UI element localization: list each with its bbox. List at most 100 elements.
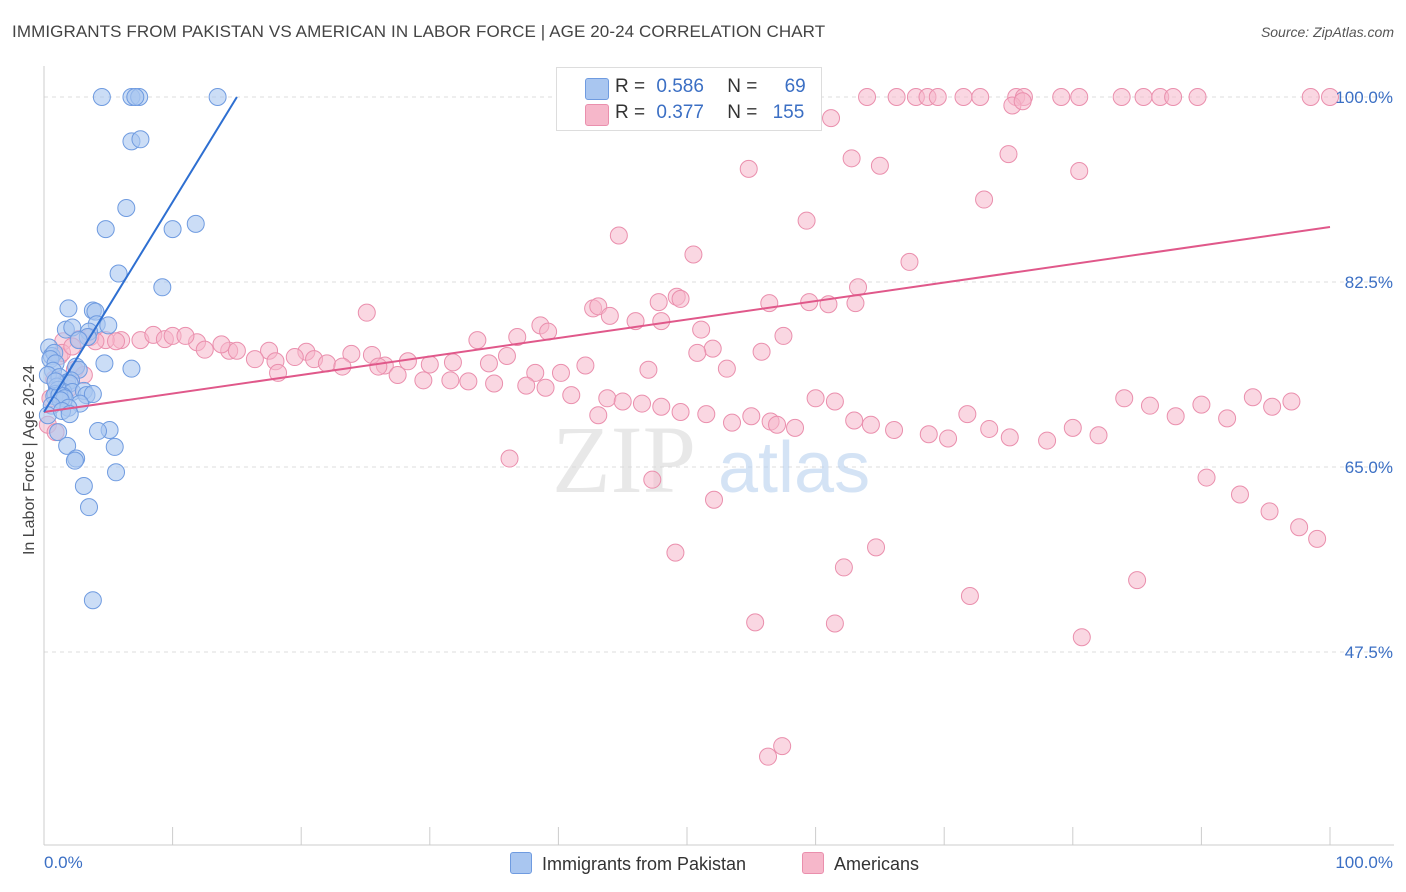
americans-point: [526, 363, 545, 382]
americans-point: [723, 413, 742, 432]
x-tick-label: 0.0%: [44, 853, 83, 872]
axes: [43, 66, 1394, 846]
americans-point: [825, 614, 844, 633]
americans-point: [285, 348, 304, 367]
americans-point: [1188, 88, 1207, 106]
americans-point: [369, 357, 388, 376]
americans-point: [551, 363, 570, 382]
americans-point: [717, 359, 736, 378]
americans-point: [333, 357, 352, 376]
americans-point: [1260, 502, 1279, 521]
americans-point: [1128, 571, 1147, 590]
americans-point: [1218, 409, 1237, 428]
americans-point: [1308, 529, 1327, 548]
americans-point: [652, 312, 671, 331]
pakistan-point: [80, 498, 99, 517]
pakistan-point: [92, 88, 111, 106]
americans-point: [517, 376, 536, 395]
pakistan-point: [163, 220, 182, 239]
n-label: N =: [727, 76, 758, 97]
americans-point: [652, 397, 671, 416]
americans-point: [245, 350, 264, 369]
americans-point: [703, 339, 722, 358]
n-value: 69: [784, 76, 806, 97]
americans-point: [1115, 389, 1134, 408]
americans-point: [609, 226, 628, 245]
americans-point: [1070, 88, 1089, 106]
n-value: 155: [772, 102, 805, 123]
americans-point: [960, 586, 979, 605]
americans-point: [1301, 88, 1320, 106]
americans-point: [468, 331, 487, 350]
americans-point: [692, 320, 711, 339]
pakistan-point: [109, 264, 128, 283]
americans-point: [539, 322, 558, 341]
americans-point: [1321, 88, 1339, 106]
americans-point: [671, 289, 690, 308]
americans-point: [600, 306, 619, 325]
americans-point: [107, 332, 126, 351]
americans-point: [752, 342, 771, 361]
pakistan-point: [126, 88, 145, 106]
americans-point: [1052, 88, 1071, 106]
americans-point: [562, 386, 581, 405]
y-tick-label: 65.0%: [1345, 458, 1393, 477]
americans-point: [705, 490, 724, 509]
pakistan-trend-line: [43, 96, 238, 413]
americans-point: [1282, 392, 1301, 411]
pakistan-point: [83, 385, 102, 404]
americans-point: [576, 356, 595, 375]
americans-point: [786, 418, 805, 437]
pakistan-point: [208, 88, 227, 106]
legend-swatch-pink: [585, 104, 609, 126]
americans-point: [441, 371, 460, 390]
americans-point: [928, 88, 947, 106]
americans-point: [508, 327, 527, 346]
americans-point: [746, 613, 765, 632]
legend-swatch-blue: [510, 852, 532, 874]
americans-point: [834, 558, 853, 577]
y-tick-label: 47.5%: [1345, 643, 1393, 662]
americans-point: [759, 747, 778, 766]
americans-point: [1263, 397, 1282, 416]
tick-labels: 47.5% 65.0% 82.5% 100.0% 0.0% 100.0%: [44, 88, 1393, 872]
americans-point: [773, 737, 792, 756]
americans-point: [1063, 418, 1082, 437]
r-value: 0.586: [656, 76, 704, 97]
americans-point: [806, 389, 825, 408]
americans-point: [414, 371, 433, 390]
americans-point: [649, 293, 668, 312]
americans-point: [688, 343, 707, 362]
americans-point: [1070, 162, 1089, 180]
pakistan-point: [83, 591, 102, 610]
legend-label-americans: Americans: [834, 854, 920, 874]
americans-point: [861, 415, 880, 434]
americans-point: [1230, 485, 1249, 504]
pakistan-point: [58, 436, 77, 455]
pakistan-point: [122, 359, 141, 378]
americans-point: [774, 326, 793, 345]
n-label: N =: [727, 102, 758, 123]
pakistan-point: [46, 372, 65, 391]
legend-item-americans[interactable]: Americans: [802, 852, 919, 875]
americans-point: [900, 252, 919, 271]
legend-item-pakistan[interactable]: Immigrants from Pakistan: [510, 852, 746, 875]
americans-point: [684, 245, 703, 264]
americans-point: [497, 347, 516, 365]
americans-point: [975, 190, 994, 209]
americans-point: [1112, 88, 1131, 106]
americans-point: [846, 294, 865, 313]
legend-label-pakistan: Immigrants from Pakistan: [542, 854, 747, 874]
americans-point: [666, 543, 685, 562]
pakistan-point: [186, 214, 205, 233]
pakistan-point: [107, 463, 126, 482]
americans-point: [825, 392, 844, 411]
americans-point: [176, 326, 195, 345]
pakistan-point: [105, 437, 124, 456]
pakistan-point: [117, 199, 136, 217]
americans-point: [980, 419, 999, 438]
americans-point: [342, 344, 361, 363]
americans-point: [1290, 518, 1309, 537]
americans-point: [459, 372, 478, 391]
americans-point: [958, 405, 977, 424]
